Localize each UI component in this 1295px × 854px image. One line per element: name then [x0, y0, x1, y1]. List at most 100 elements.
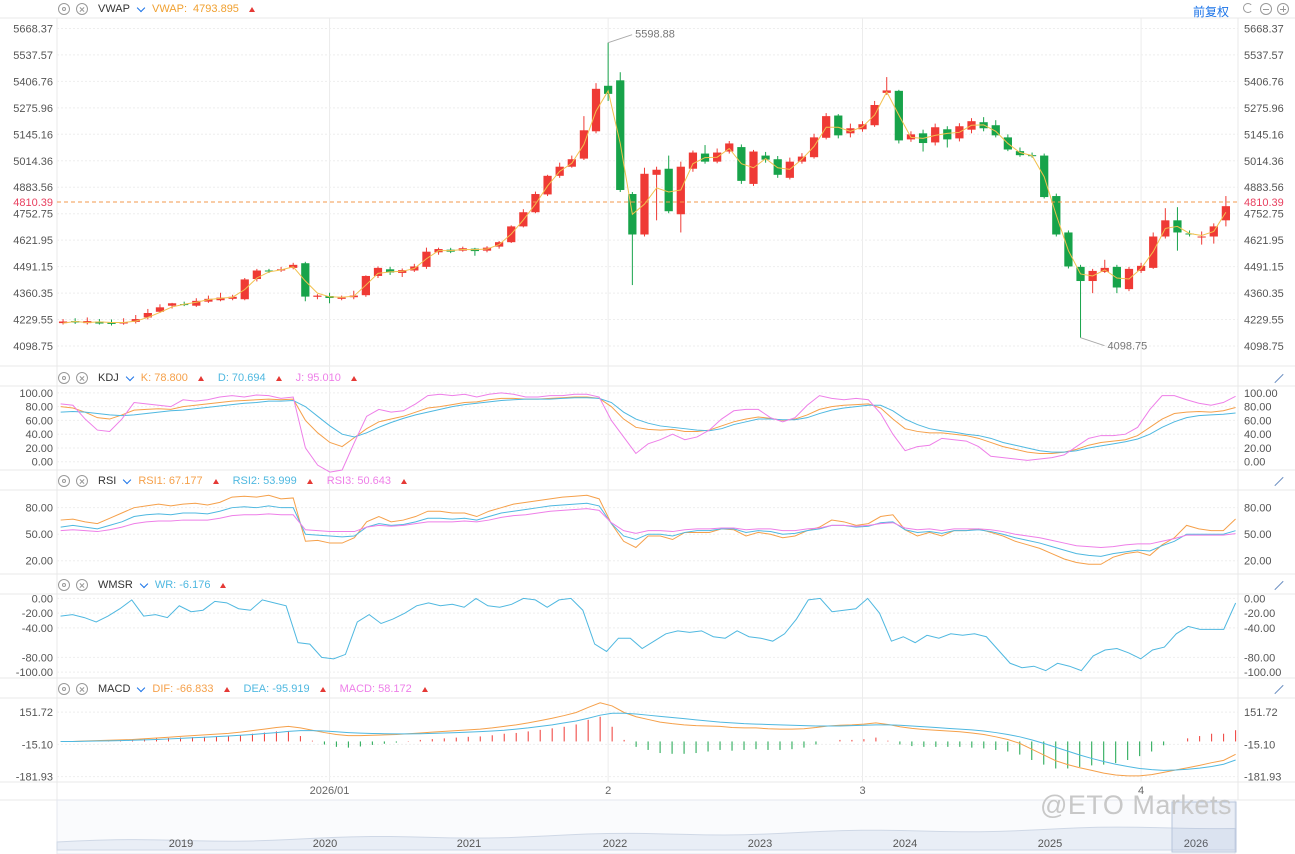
gear-icon[interactable]	[58, 475, 70, 487]
candle-body	[991, 125, 1000, 136]
vwap-label: VWAP:	[152, 3, 188, 15]
kdj-tick-label: 0.00	[1244, 457, 1265, 469]
kdj-tick-label: 40.00	[1244, 429, 1272, 441]
price-tick-label: 4621.95	[13, 235, 53, 247]
macd-tick-label: -15.10	[22, 739, 53, 751]
candle-body	[652, 169, 661, 175]
candle-body	[192, 300, 201, 306]
expand-icon[interactable]	[1273, 685, 1283, 695]
candle-body	[131, 319, 140, 322]
close-icon[interactable]	[76, 372, 88, 384]
price-tick-label: 4229.55	[13, 315, 53, 327]
candle-body	[264, 270, 274, 272]
price-tick-label: 4229.55	[1244, 315, 1284, 327]
gear-icon[interactable]	[58, 579, 70, 591]
current-price-label: 4810.39	[13, 197, 53, 209]
gear-icon[interactable]	[58, 3, 70, 15]
price-tick-label: 4752.75	[1244, 209, 1284, 221]
high-marker-line	[607, 34, 633, 44]
candle-body	[155, 307, 165, 312]
candle-body	[725, 143, 734, 152]
up-arrow-icon	[421, 686, 428, 692]
navigator-area	[56, 826, 1236, 851]
candle-body	[1015, 151, 1025, 156]
rsi1-label: RSI1: 67.177	[138, 475, 203, 487]
chevron-down-icon[interactable]	[136, 3, 146, 12]
macd-tick-label: 151.72	[1244, 707, 1278, 719]
candle-body	[834, 115, 843, 136]
close-icon[interactable]	[76, 683, 88, 695]
up-arrow-icon	[319, 686, 326, 692]
up-arrow-icon	[212, 478, 219, 484]
wmsr-tick-label: -20.00	[22, 608, 53, 620]
price-tick-label: 5145.16	[13, 129, 53, 141]
chevron-down-icon[interactable]	[139, 579, 149, 588]
rsi-tick-label: 80.00	[25, 503, 53, 515]
zoom-out-icon[interactable]	[1260, 3, 1272, 15]
price-tick-label: 4360.35	[1244, 288, 1284, 300]
price-tick-label: 4491.15	[13, 262, 53, 274]
close-icon[interactable]	[76, 475, 88, 487]
rsi-tick-label: 20.00	[25, 556, 53, 568]
gear-icon[interactable]	[58, 683, 70, 695]
up-arrow-icon	[275, 375, 282, 381]
up-arrow-icon	[306, 478, 313, 484]
wmsr-tick-label: -80.00	[1244, 652, 1275, 664]
expand-icon[interactable]	[1273, 374, 1283, 384]
wmsr-legend: WMSR WR: -6.176	[58, 577, 227, 593]
candle-body	[204, 298, 213, 302]
rsi-rsi1-line	[60, 494, 1236, 565]
macd-dea-line	[60, 712, 1236, 771]
up-arrow-icon	[220, 582, 227, 588]
price-tick-label: 5145.16	[1244, 129, 1284, 141]
candle-body	[1221, 206, 1231, 221]
candle-body	[773, 159, 782, 175]
price-tick-label: 5668.37	[13, 23, 53, 35]
macd-label: MACD: 58.172	[339, 683, 412, 695]
price-tick-label: 4098.75	[1244, 341, 1284, 353]
macd-tick-label: -181.93	[1244, 772, 1281, 784]
high-price-label: 5598.88	[635, 29, 675, 41]
price-tick-label: 5406.76	[1244, 76, 1284, 88]
up-arrow-icon	[223, 686, 230, 692]
macd-tick-label: -181.93	[16, 772, 53, 784]
navigator-year-label: 2024	[893, 838, 917, 850]
price-tick-label: 5275.96	[13, 103, 53, 115]
candle-body	[1112, 266, 1121, 288]
close-icon[interactable]	[76, 579, 88, 591]
chevron-down-icon[interactable]	[125, 372, 135, 381]
expand-icon[interactable]	[1273, 477, 1283, 487]
kdj-j-line	[60, 392, 1236, 473]
candle-body	[761, 155, 770, 160]
kdj-tick-label: 40.00	[25, 429, 53, 441]
expand-icon[interactable]	[1273, 581, 1283, 591]
candle-body	[616, 80, 625, 190]
candle-body	[688, 152, 698, 169]
navigator-year-label: 2020	[313, 838, 337, 850]
candle-body	[95, 321, 104, 324]
wr-line	[60, 597, 1237, 672]
time-axis-label: 4	[1138, 785, 1144, 797]
time-axis-label: 3	[859, 785, 865, 797]
navigator-selection	[1171, 801, 1237, 853]
kdj-k-line	[60, 396, 1236, 454]
macd-tick-label: -15.10	[1244, 739, 1275, 751]
zoom-in-icon[interactable]	[1277, 3, 1289, 15]
rsi-tick-label: 50.00	[1244, 529, 1272, 541]
undo-icon[interactable]	[1243, 3, 1253, 13]
chevron-down-icon[interactable]	[123, 475, 132, 484]
candle-body	[337, 297, 346, 299]
kdj-tick-label: 20.00	[25, 443, 53, 455]
gear-icon[interactable]	[58, 372, 70, 384]
rsi-tick-label: 80.00	[1244, 503, 1272, 515]
kdj-tick-label: 20.00	[1244, 443, 1272, 455]
forward-adjust-button[interactable]: 前复权	[1193, 5, 1230, 19]
chevron-down-icon[interactable]	[137, 683, 146, 692]
current-price-bg	[1239, 195, 1295, 210]
up-arrow-icon	[197, 375, 204, 381]
kdj-k-label: K: 78.800	[140, 372, 188, 384]
kdj-d-label: D: 70.694	[217, 372, 266, 384]
candle-body	[604, 85, 613, 94]
close-icon[interactable]	[76, 3, 88, 15]
